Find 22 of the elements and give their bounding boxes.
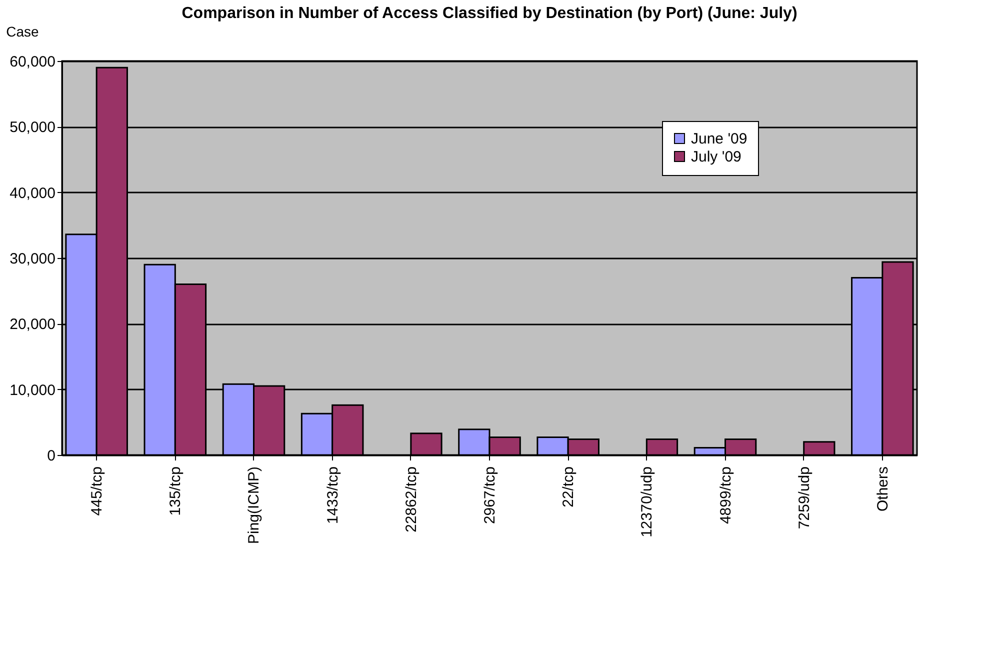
y-axis-title: Case bbox=[6, 24, 40, 40]
x-tick-label: 22/tcp bbox=[560, 466, 578, 508]
x-tick-label: 445/tcp bbox=[88, 466, 106, 516]
y-tick-label: 50,000 bbox=[10, 119, 56, 136]
y-tick-label: 20,000 bbox=[10, 316, 56, 334]
x-tick-label: 2967/tcp bbox=[482, 466, 498, 524]
legend-label: June '09 bbox=[691, 130, 748, 148]
x-tick-label: 12370/udp bbox=[638, 466, 656, 538]
x-tick-label: 22862/tcp bbox=[402, 466, 420, 532]
x-tick-label: 4899/tcp bbox=[717, 466, 734, 524]
y-tick-label: 30,000 bbox=[10, 250, 56, 268]
x-tick-label: Others bbox=[874, 466, 892, 512]
x-tick-label: 135/tcp bbox=[167, 466, 184, 516]
legend-label: July '09 bbox=[691, 148, 742, 166]
y-tick-label: 10,000 bbox=[10, 382, 56, 399]
x-tick-label: Ping(ICMP) bbox=[246, 466, 263, 544]
y-tick-label: 40,000 bbox=[10, 184, 56, 202]
chart-title: Comparison in Number of Access Classified by Destination (by Port) (June: July) bbox=[182, 5, 798, 22]
y-tick-label: 60,000 bbox=[10, 54, 56, 70]
x-tick-label: 7259/udp bbox=[796, 466, 813, 530]
y-tick-label: 0 bbox=[47, 448, 56, 464]
x-tick-label: 1433/tcp bbox=[324, 466, 342, 524]
